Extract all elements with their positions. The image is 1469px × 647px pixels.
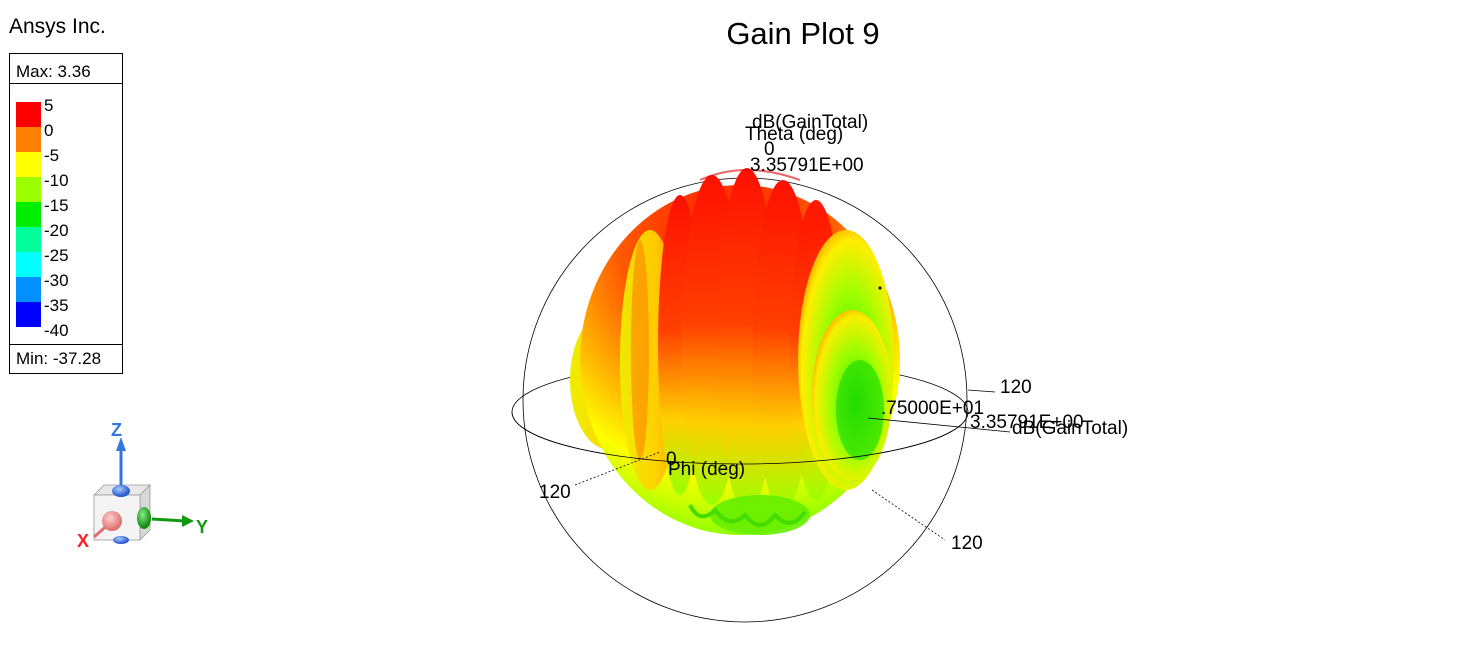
triad-cube xyxy=(93,484,151,541)
y-axis-arrow xyxy=(137,507,194,529)
legend-swatch xyxy=(16,177,41,202)
legend-swatch xyxy=(16,302,41,327)
radial-axis-title: dB(GainTotal) xyxy=(1012,418,1129,439)
legend-swatch xyxy=(16,227,41,252)
legend-swatch xyxy=(16,252,41,277)
left-tick-120: 120 xyxy=(539,482,571,503)
legend-swatch xyxy=(16,102,41,127)
legend-swatch xyxy=(16,277,41,302)
plot-title: Gain Plot 9 xyxy=(726,16,880,51)
legend-tick: -35 xyxy=(44,296,69,315)
theta-axis-label: Theta (deg) xyxy=(745,124,844,145)
legend-tick: -40 xyxy=(44,321,69,340)
horizon-front-arc xyxy=(511,411,969,465)
phi-zero-tick: 0 xyxy=(666,449,677,470)
legend-max: Max: 3.36 xyxy=(16,62,91,81)
theta-axis-title: dB(GainTotal) xyxy=(752,112,869,133)
z-axis-arrow xyxy=(112,437,130,497)
theta-zero-tick: 0 xyxy=(764,139,775,160)
legend-divider xyxy=(10,344,122,345)
right-tick-120: 120 xyxy=(1000,377,1032,398)
legend-tick: 5 xyxy=(44,96,54,115)
legend-min: Min: -37.28 xyxy=(16,349,102,368)
legend-tick: -25 xyxy=(44,246,69,265)
x-axis-arrow xyxy=(93,511,129,544)
theta-max-value: 3.35791E+00 xyxy=(750,155,864,176)
phi-axis-line-left xyxy=(574,451,661,486)
radial-value-label: .75000E+01 xyxy=(881,398,985,419)
legend-tick: -30 xyxy=(44,271,69,290)
legend-tick: -5 xyxy=(44,146,60,165)
triad-z-label: Z xyxy=(111,420,122,440)
radial-max-label: 3.35791E+00 xyxy=(970,412,1084,433)
horizon-tick xyxy=(967,389,996,393)
gain-pattern-surface xyxy=(570,168,900,535)
legend-swatch xyxy=(16,202,41,227)
phi-axis-label: Phi (deg) xyxy=(668,459,746,480)
phi-axis-line xyxy=(871,489,946,541)
color-legend: Max: 3.36 5 0 -5 -10 -15 -20 -25 -30 -35… xyxy=(9,53,123,374)
legend-tick: 0 xyxy=(44,121,54,140)
radial-axis-line xyxy=(867,417,1011,433)
legend-tick: -10 xyxy=(44,171,69,190)
legend-tick: -20 xyxy=(44,221,69,240)
bottom-tick-120: 120 xyxy=(951,533,983,554)
triad-y-label: Y xyxy=(196,517,208,537)
legend-tick: -15 xyxy=(44,196,69,215)
legend-swatch xyxy=(16,152,41,177)
legend-swatch xyxy=(16,127,41,152)
company-name: Ansys Inc. xyxy=(9,15,106,38)
legend-divider xyxy=(10,83,122,84)
orientation-triad[interactable]: Z Y X xyxy=(70,415,230,555)
triad-x-label: X xyxy=(77,531,89,551)
